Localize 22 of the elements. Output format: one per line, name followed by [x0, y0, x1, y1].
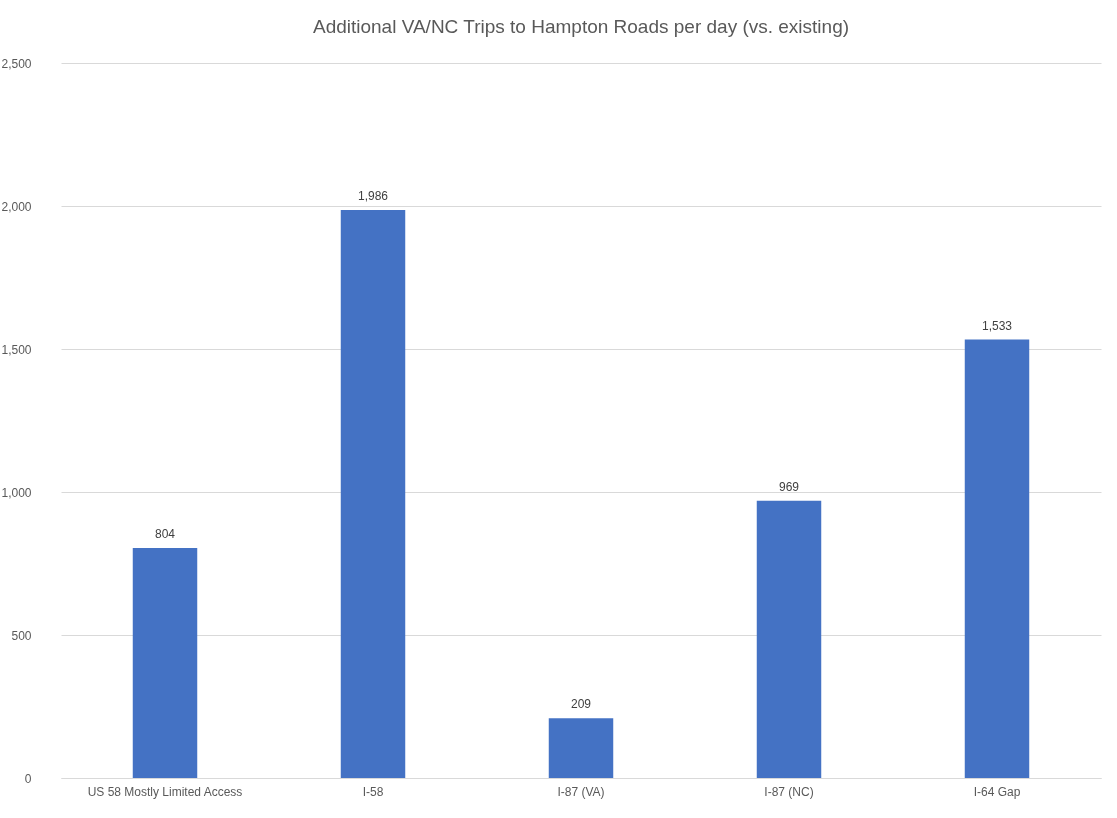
data-label: 1,986 — [357, 189, 389, 203]
data-label: 969 — [778, 479, 800, 494]
x-tick-label: I-58 — [362, 784, 384, 799]
bar — [964, 339, 1030, 778]
chart-title: Additional VA/NC Trips to Hampton Roads per day (vs. existing) — [312, 16, 850, 37]
bar — [340, 210, 406, 778]
y-tick-label: 0 — [24, 771, 32, 786]
x-tick-label: I-64 Gap — [973, 784, 1021, 799]
x-tick-label: I-87 (NC) — [764, 784, 814, 799]
data-label: 209 — [570, 697, 592, 712]
y-tick-label: 500 — [11, 628, 32, 643]
y-tick-label: 1,500 — [1, 342, 32, 357]
data-label: 1,533 — [981, 318, 1013, 333]
x-tick-label: I-87 (VA) — [557, 784, 605, 799]
bar — [548, 718, 614, 778]
bar — [132, 548, 198, 778]
x-tick-label: US 58 Mostly Limited Access — [87, 784, 243, 799]
y-tick-label: 1,000 — [1, 485, 32, 500]
y-tick-label: 2,000 — [1, 199, 32, 214]
data-label: 804 — [154, 527, 176, 542]
bar — [756, 500, 822, 778]
y-tick-label: 2,500 — [1, 56, 32, 71]
